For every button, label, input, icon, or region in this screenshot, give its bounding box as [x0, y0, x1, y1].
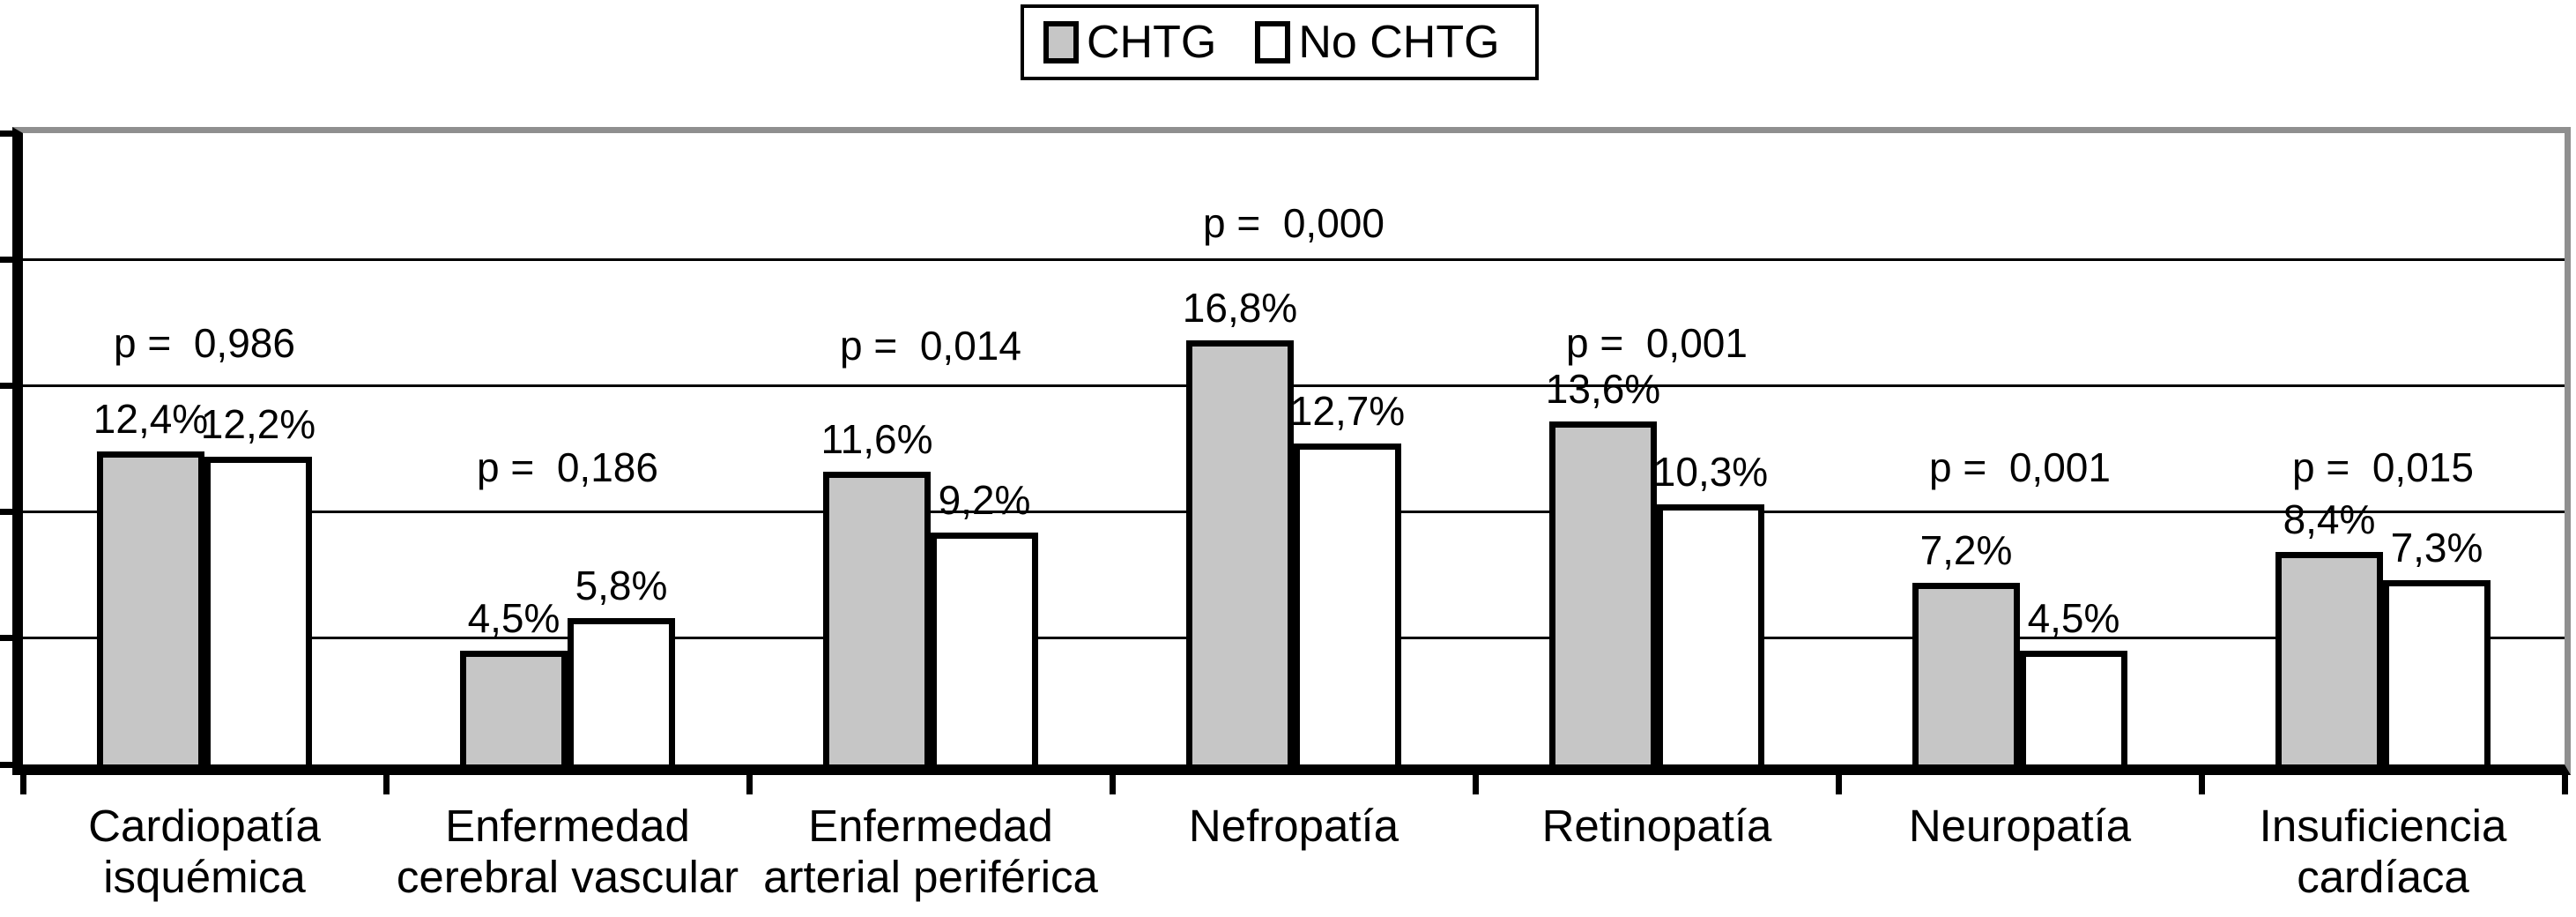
category-label: Neuropatía [1908, 801, 2132, 851]
bar-no-chtg [204, 456, 312, 764]
category-group: 11,6% 9,2% p = 0,014 [749, 133, 1112, 764]
category-group: 7,2% 4,5% p = 0,001 [1838, 133, 2201, 764]
x-axis-tick [382, 775, 390, 794]
p-value-label: p = 0,001 [1566, 320, 1748, 366]
category-group: 12,4% 12,2% p = 0,986 [23, 133, 386, 764]
bar-chtg [1912, 582, 2020, 764]
category-group: 13,6% 10,3% p = 0,001 [1475, 133, 1838, 764]
x-axis-tick [1835, 775, 1842, 794]
bar-chtg [2275, 552, 2383, 764]
bar-chtg [1549, 421, 1657, 764]
x-axis-tick [746, 775, 753, 794]
y-axis-tick [0, 635, 12, 642]
bar-value-label: 13,6% [1545, 365, 1661, 412]
legend-item-chtg: CHTG [1043, 19, 1216, 65]
bar-chtg [460, 651, 568, 764]
bar-value-label: 12,4% [93, 395, 209, 442]
bar-no-chtg [568, 617, 675, 764]
p-value-label: p = 0,014 [840, 323, 1021, 369]
category-label: Enfermedad arterial periférica [763, 801, 1098, 902]
bar-value-label: 4,5% [467, 595, 560, 642]
x-axis-tick [19, 775, 26, 794]
category-group: 4,5% 5,8% p = 0,186 [386, 133, 749, 764]
y-axis-tick [0, 509, 12, 516]
category-label: Retinopatía [1541, 801, 1772, 851]
p-value-label: p = 0,015 [2292, 444, 2474, 490]
x-axis-tick [1109, 775, 1116, 794]
bar-chtg [1186, 339, 1294, 764]
category-label: Enfermedad cerebral vascular [396, 801, 739, 902]
bar-value-label: 16,8% [1182, 284, 1298, 331]
y-axis-tick [0, 256, 12, 263]
y-axis-tick [0, 130, 12, 137]
legend-label-no-chtg: No CHTG [1298, 17, 1500, 68]
bar-no-chtg [2020, 651, 2127, 764]
y-axis-tick [0, 761, 12, 768]
plot-area: 12,4% 12,2% p = 0,986 4,5% 5,8% p = 0,186 11,6… [0, 127, 2571, 794]
p-value-label: p = 0,186 [477, 444, 658, 490]
bar-value-label: 10,3% [1652, 449, 1769, 496]
category-group: 8,4% 7,3% p = 0,015 [2201, 133, 2565, 764]
gridline-20-percent [23, 257, 2565, 261]
category-group: 16,8% 12,7% p = 0,000 [1112, 133, 1475, 764]
category-label: Nefropatía [1188, 801, 1399, 851]
p-value-label: p = 0,001 [1929, 444, 2111, 490]
bar-no-chtg [1294, 444, 1401, 764]
bar-value-label: 4,5% [2027, 595, 2120, 642]
bar-chtg [97, 451, 204, 764]
x-axis-tick [2561, 775, 2568, 794]
bar-value-label: 12,2% [200, 400, 316, 447]
p-value-label: p = 0,986 [114, 320, 295, 366]
legend-item-no-chtg: No CHTG [1255, 17, 1500, 68]
bar-value-label: 11,6% [820, 415, 933, 462]
bar-value-label: 7,2% [1919, 526, 2013, 573]
bar-no-chtg [2383, 579, 2491, 764]
category-label: Cardiopatía isquémica [88, 801, 321, 902]
bar-value-label: 9,2% [938, 476, 1031, 523]
bar-chtg [823, 471, 931, 764]
y-axis-tick [0, 382, 12, 389]
legend-swatch-no-chtg-icon [1255, 21, 1291, 63]
bar-no-chtg [1657, 504, 1764, 764]
x-axis-tick [2198, 775, 2205, 794]
x-axis-tick [1472, 775, 1479, 794]
bar-value-label: 7,3% [2390, 524, 2483, 570]
category-label: Insuficiencia cardíaca [2259, 801, 2507, 902]
gridline-15-percent [23, 384, 2565, 387]
legend-label-chtg: CHTG [1087, 17, 1217, 68]
legend: CHTG No CHTG [1021, 4, 1539, 80]
bar-no-chtg [931, 532, 1038, 764]
p-value-label: p = 0,000 [1203, 200, 1385, 246]
bar-value-label: 5,8% [575, 562, 668, 608]
bar-value-label: 8,4% [2283, 496, 2376, 543]
legend-swatch-chtg-icon [1043, 21, 1079, 63]
bar-value-label: 12,7% [1289, 388, 1406, 435]
